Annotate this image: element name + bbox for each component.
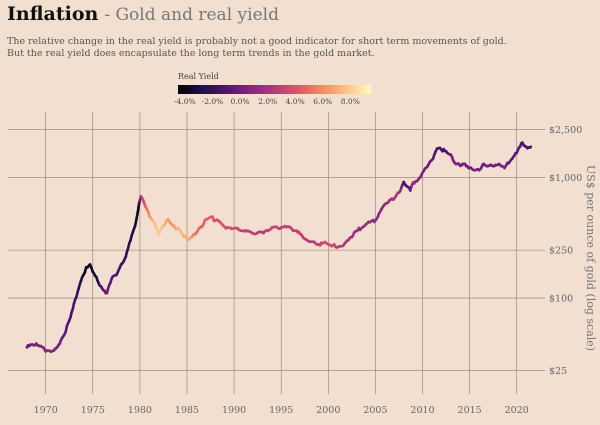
gold-price-segment	[136, 203, 141, 214]
x-tick-label: 1970	[34, 405, 58, 416]
y-tick-label: $25	[549, 366, 567, 377]
title-sub: - Gold and real yield	[104, 5, 279, 25]
legend-tick-label: 4.0%	[286, 97, 305, 106]
x-tick-label: 2010	[410, 405, 434, 416]
gold-price-segment	[528, 145, 533, 149]
y-tick-label: $2,500	[549, 125, 582, 136]
legend-tick-label: -4.0%	[174, 97, 196, 106]
y-tick-label: $100	[549, 294, 573, 305]
legend-tick-label: 8.0%	[341, 97, 360, 106]
chart-title: Inflation - Gold and real yield	[7, 3, 279, 25]
color-legend: Real Yield -4.0% -2.0% 0.0% 2.0% 4.0% 6.0% 8.0…	[174, 72, 371, 106]
description-line-2: But the real yield does encapsulate the …	[7, 48, 375, 59]
legend-tick-label: -2.0%	[202, 97, 224, 106]
y-tick-label: $1,000	[549, 173, 582, 184]
x-tick-label: 2015	[458, 405, 482, 416]
legend-tick-label: 2.0%	[258, 97, 277, 106]
axis-ticks: 1970 1975 1980 1985 1990 1995 2000 2005 2010 2015…	[34, 125, 583, 416]
title-main: Inflation	[7, 3, 99, 25]
legend-colorbar	[178, 85, 371, 94]
gold-price-line	[25, 141, 533, 353]
x-tick-label: 2000	[316, 405, 340, 416]
legend-tick-label: 6.0%	[313, 97, 332, 106]
x-tick-label: 2005	[363, 405, 387, 416]
x-tick-label: 1995	[269, 405, 293, 416]
y-tick-label: $250	[549, 246, 573, 257]
legend-tick-label: 0.0%	[231, 97, 250, 106]
x-tick-label: 1990	[222, 405, 246, 416]
x-tick-label: 1985	[175, 405, 199, 416]
description-line-1: The relative change in the real yield is…	[7, 36, 507, 47]
x-tick-label: 1975	[81, 405, 105, 416]
grid	[8, 112, 545, 394]
legend-title: Real Yield	[178, 72, 219, 81]
x-tick-label: 2020	[505, 405, 529, 416]
y-axis-label: US$ per ounce of gold (log scale)	[584, 165, 597, 351]
x-tick-label: 1980	[128, 405, 152, 416]
chart-description: The relative change in the real yield is…	[7, 36, 507, 60]
